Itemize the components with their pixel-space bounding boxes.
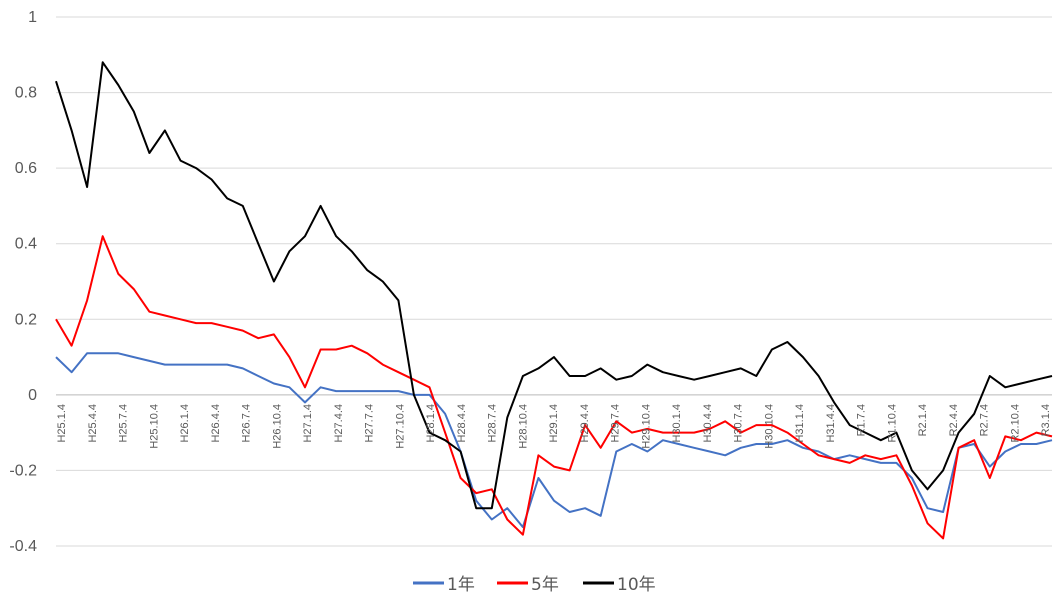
x-tick-label: H28.1.4	[425, 404, 437, 443]
x-tick-label: H28.10.4	[517, 404, 529, 449]
x-tick-label: H30.4.4	[702, 404, 714, 443]
x-tick-label: H30.7.4	[733, 404, 745, 443]
x-tick-label: R2.7.4	[979, 404, 991, 436]
x-tick-label: H30.10.4	[763, 404, 775, 449]
x-tick-label: H25.4.4	[87, 404, 99, 443]
y-tick-label: 0.6	[15, 160, 37, 177]
x-tick-label: H25.1.4	[56, 404, 68, 443]
x-axis-ticks: H25.1.4 H25.4.4 H25.7.4 H25.10.4 H26.1.4 H26.…	[56, 404, 1052, 449]
series-lines	[55, 61, 1053, 540]
x-tick-label: R2.1.4	[917, 404, 929, 436]
x-tick-label: H29.10.4	[640, 404, 652, 449]
legend: 1年 5年 10年	[413, 575, 656, 595]
x-tick-label: H30.1.4	[671, 404, 683, 443]
x-tick-label: H27.4.4	[333, 404, 345, 443]
x-tick-label: R3.1.4	[1040, 404, 1052, 436]
series-line-2	[55, 235, 1053, 540]
x-tick-label: H31.1.4	[794, 404, 806, 443]
x-tick-label: R1.10.4	[886, 404, 898, 443]
y-tick-label: 0.8	[15, 85, 37, 102]
x-tick-label: H28.7.4	[487, 404, 499, 443]
y-tick-label: 1	[28, 9, 37, 26]
x-tick-label: H28.4.4	[456, 404, 468, 443]
x-tick-label: R2.4.4	[948, 404, 960, 436]
legend-label: 5年	[531, 575, 559, 595]
legend-label: 10年	[617, 575, 656, 595]
x-tick-label: H26.10.4	[271, 404, 283, 449]
x-tick-label: H27.1.4	[302, 404, 314, 443]
x-tick-label: H29.1.4	[548, 404, 560, 443]
x-tick-label: R1.7.4	[856, 404, 868, 436]
x-tick-label: H27.10.4	[394, 404, 406, 449]
y-tick-label: -0.4	[9, 538, 37, 555]
y-tick-label: 0	[28, 387, 37, 404]
y-tick-label: 0.2	[15, 311, 37, 328]
x-tick-label: H25.7.4	[118, 404, 130, 443]
x-tick-label: H29.7.4	[610, 404, 622, 443]
x-tick-label: R2.10.4	[1009, 404, 1021, 443]
legend-label: 1年	[447, 575, 475, 595]
y-axis-ticks: 1 0.8 0.6 0.4 0.2 0 -0.2 -0.4	[9, 9, 37, 555]
series-line-3	[55, 61, 1053, 510]
x-tick-label: H25.10.4	[148, 404, 160, 449]
y-tick-label: -0.2	[9, 462, 37, 479]
y-tick-label: 0.4	[15, 236, 37, 253]
x-tick-label: H29.4.4	[579, 404, 591, 443]
series-line-1	[55, 352, 1053, 529]
x-tick-label: H26.7.4	[241, 404, 253, 443]
x-tick-label: H27.7.4	[364, 404, 376, 443]
x-tick-label: H26.4.4	[210, 404, 222, 443]
x-tick-label: H26.1.4	[179, 404, 191, 443]
x-tick-label: H31.4.4	[825, 404, 837, 443]
